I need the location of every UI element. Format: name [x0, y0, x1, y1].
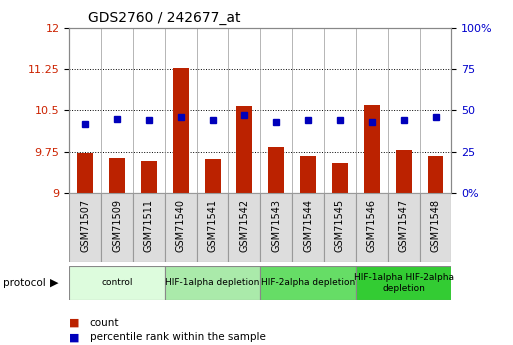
- Text: GSM71542: GSM71542: [240, 199, 249, 252]
- Bar: [101, 193, 133, 262]
- Text: GDS2760 / 242677_at: GDS2760 / 242677_at: [88, 11, 241, 25]
- Text: HIF-2alpha depletion: HIF-2alpha depletion: [261, 278, 355, 287]
- Text: HIF-1alpha HIF-2alpha
depletion: HIF-1alpha HIF-2alpha depletion: [353, 273, 453, 293]
- Bar: [109, 158, 125, 193]
- Bar: [261, 266, 356, 300]
- Bar: [141, 161, 157, 193]
- Bar: [300, 156, 316, 193]
- Text: GSM71541: GSM71541: [208, 199, 218, 252]
- Bar: [173, 68, 189, 193]
- Bar: [356, 266, 451, 300]
- Text: ▶: ▶: [50, 278, 59, 288]
- Text: GSM71546: GSM71546: [367, 199, 377, 252]
- Bar: [133, 193, 165, 262]
- Bar: [228, 193, 261, 262]
- Bar: [396, 150, 411, 193]
- Text: GSM71540: GSM71540: [176, 199, 186, 252]
- Bar: [77, 154, 93, 193]
- Bar: [165, 266, 261, 300]
- Bar: [364, 106, 380, 193]
- Bar: [261, 193, 292, 262]
- Text: GSM71543: GSM71543: [271, 199, 281, 252]
- Bar: [388, 193, 420, 262]
- Bar: [427, 156, 443, 193]
- Bar: [196, 193, 228, 262]
- Bar: [420, 193, 451, 262]
- Text: GSM71509: GSM71509: [112, 199, 122, 252]
- Text: HIF-1alpha depletion: HIF-1alpha depletion: [165, 278, 260, 287]
- Text: GSM71547: GSM71547: [399, 199, 409, 252]
- Text: GSM71545: GSM71545: [335, 199, 345, 252]
- Bar: [332, 163, 348, 193]
- Bar: [268, 147, 284, 193]
- Text: count: count: [90, 318, 120, 327]
- Bar: [236, 106, 252, 193]
- Bar: [292, 193, 324, 262]
- Text: GSM71548: GSM71548: [430, 199, 441, 252]
- Bar: [356, 193, 388, 262]
- Bar: [324, 193, 356, 262]
- Bar: [69, 266, 165, 300]
- Text: ■: ■: [69, 333, 80, 342]
- Text: GSM71544: GSM71544: [303, 199, 313, 252]
- Bar: [205, 159, 221, 193]
- Text: ■: ■: [69, 318, 80, 327]
- Bar: [69, 193, 101, 262]
- Text: GSM71511: GSM71511: [144, 199, 154, 252]
- Text: control: control: [101, 278, 133, 287]
- Text: GSM71507: GSM71507: [80, 199, 90, 252]
- Text: percentile rank within the sample: percentile rank within the sample: [90, 333, 266, 342]
- Bar: [165, 193, 196, 262]
- Text: protocol: protocol: [3, 278, 45, 288]
